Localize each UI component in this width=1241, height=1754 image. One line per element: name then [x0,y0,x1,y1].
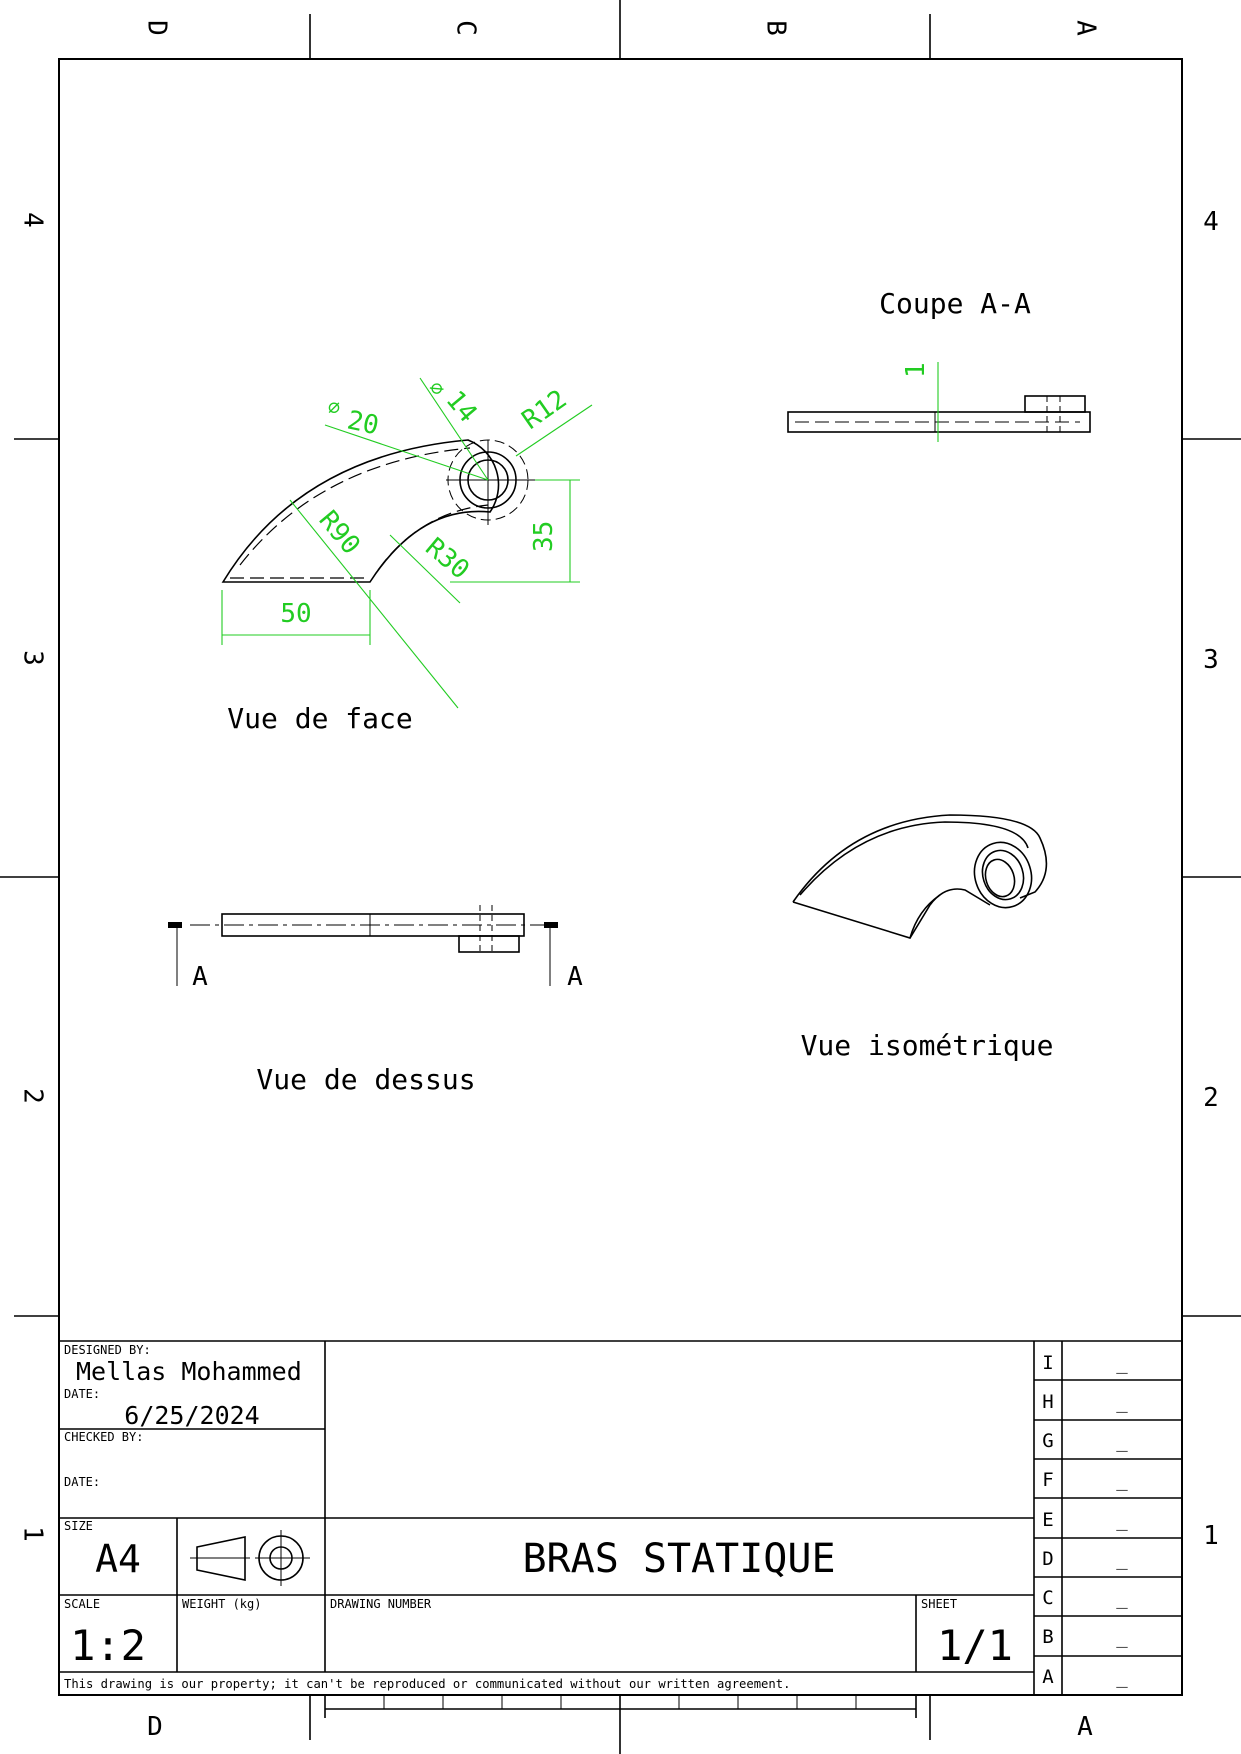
cut-label-right: A [567,962,583,992]
disclaimer-text: This drawing is our property; it can't b… [64,1677,790,1691]
sheet-label: SHEET [921,1597,957,1611]
zone-left-1: 1 [18,1526,48,1542]
dim-dia14: 14 [440,385,483,428]
front-view-dim-labels: ⌀ 20 ⌀ 14 R12 35 R90 R30 50 [280,376,572,629]
date2-label: DATE: [64,1475,100,1489]
zone-top-a: A [1071,20,1101,36]
zone-top-c: C [451,20,481,36]
front-view-outline [221,439,535,583]
date-value: 6/25/2024 [124,1401,259,1430]
zone-right-3: 3 [1203,645,1219,675]
zone-right-4: 4 [1203,207,1219,237]
zone-top-d: D [142,20,172,36]
dim-dia20: 20 [345,406,382,442]
section-view-label: Coupe A-A [879,287,1031,320]
isometric-view-label: Vue isométrique [801,1029,1054,1062]
scale-bar [324,1695,917,1718]
revision-letter: C [1042,1587,1053,1609]
revision-value: _ [1116,1587,1128,1609]
zone-bottom-a: A [1077,1712,1093,1742]
dim-35: 35 [529,521,559,552]
revision-letter: I [1042,1352,1053,1374]
revision-value: _ [1116,1430,1128,1452]
dim-r30: R30 [420,532,475,585]
zone-left-3: 3 [18,650,48,666]
dim-50: 50 [280,599,311,629]
revision-value: _ [1116,1509,1128,1531]
dim-dia20-symbol: ⌀ [328,395,340,419]
scale-value: 1:2 [70,1621,146,1670]
zone-bottom-d: D [147,1712,163,1742]
revision-letter: E [1042,1509,1053,1531]
top-view: A A Vue de dessus [168,905,583,1096]
front-view-dimensions [221,377,593,709]
revision-letter: F [1042,1469,1053,1491]
revision-letter: B [1042,1626,1053,1648]
dim-r12: R12 [517,384,573,436]
designed-by-label: DESIGNED BY: [64,1343,151,1357]
front-view-label: Vue de face [227,702,412,735]
revision-labels: I _ H _ G _ F _ E _ D _ C _ B _ A _ [1042,1352,1128,1688]
drawing-title: BRAS STATIQUE [522,1536,835,1582]
weight-label: WEIGHT (kg) [182,1597,261,1611]
projection-symbol-icon [190,1530,310,1586]
revision-letter: A [1042,1666,1054,1688]
size-value: A4 [95,1537,141,1581]
revision-value: _ [1116,1548,1128,1570]
zone-right-2: 2 [1203,1083,1219,1113]
revision-table [1034,1379,1182,1657]
zone-left-2: 2 [18,1088,48,1104]
revision-letter: G [1042,1430,1053,1452]
isometric-outline [792,814,1048,939]
dim-section-1: 1 [901,362,931,378]
revision-letter: D [1042,1548,1053,1570]
section-view: Coupe A-A 1 [787,287,1091,442]
top-view-label: Vue de dessus [256,1063,475,1096]
top-view-outline [176,905,551,986]
isometric-view: Vue isométrique [792,814,1054,1062]
sheet-value: 1/1 [937,1621,1013,1670]
zone-top-b: B [761,20,791,36]
revision-value: _ [1116,1666,1128,1688]
revision-value: _ [1116,1469,1128,1491]
front-view: ⌀ 20 ⌀ 14 R12 35 R90 R30 50 Vue de face [221,376,593,735]
revision-value: _ [1116,1626,1128,1648]
checked-by-label: CHECKED BY: [64,1430,143,1444]
zone-right-1: 1 [1203,1521,1219,1551]
title-block-text: DESIGNED BY: Mellas Mohammed DATE: 6/25/… [64,1343,1013,1691]
cut-label-left: A [192,962,208,992]
revision-value: _ [1116,1352,1128,1374]
zone-labels: D C B A D A 4 3 2 1 4 3 2 1 [18,20,1219,1742]
size-label: SIZE [64,1519,93,1533]
scale-label: SCALE [64,1597,100,1611]
designed-by-value: Mellas Mohammed [76,1357,302,1386]
zone-left-4: 4 [18,212,48,228]
revision-value: _ [1116,1391,1128,1413]
revision-letter: H [1042,1391,1053,1413]
dim-dia14-symbol: ⌀ [424,376,450,401]
title-block [59,1340,1182,1695]
section-view-outline [787,395,1091,433]
date-label: DATE: [64,1387,100,1401]
dim-r90: R90 [313,505,366,560]
drawing-number-label: DRAWING NUMBER [330,1597,432,1611]
cutting-plane-markers [168,922,558,928]
